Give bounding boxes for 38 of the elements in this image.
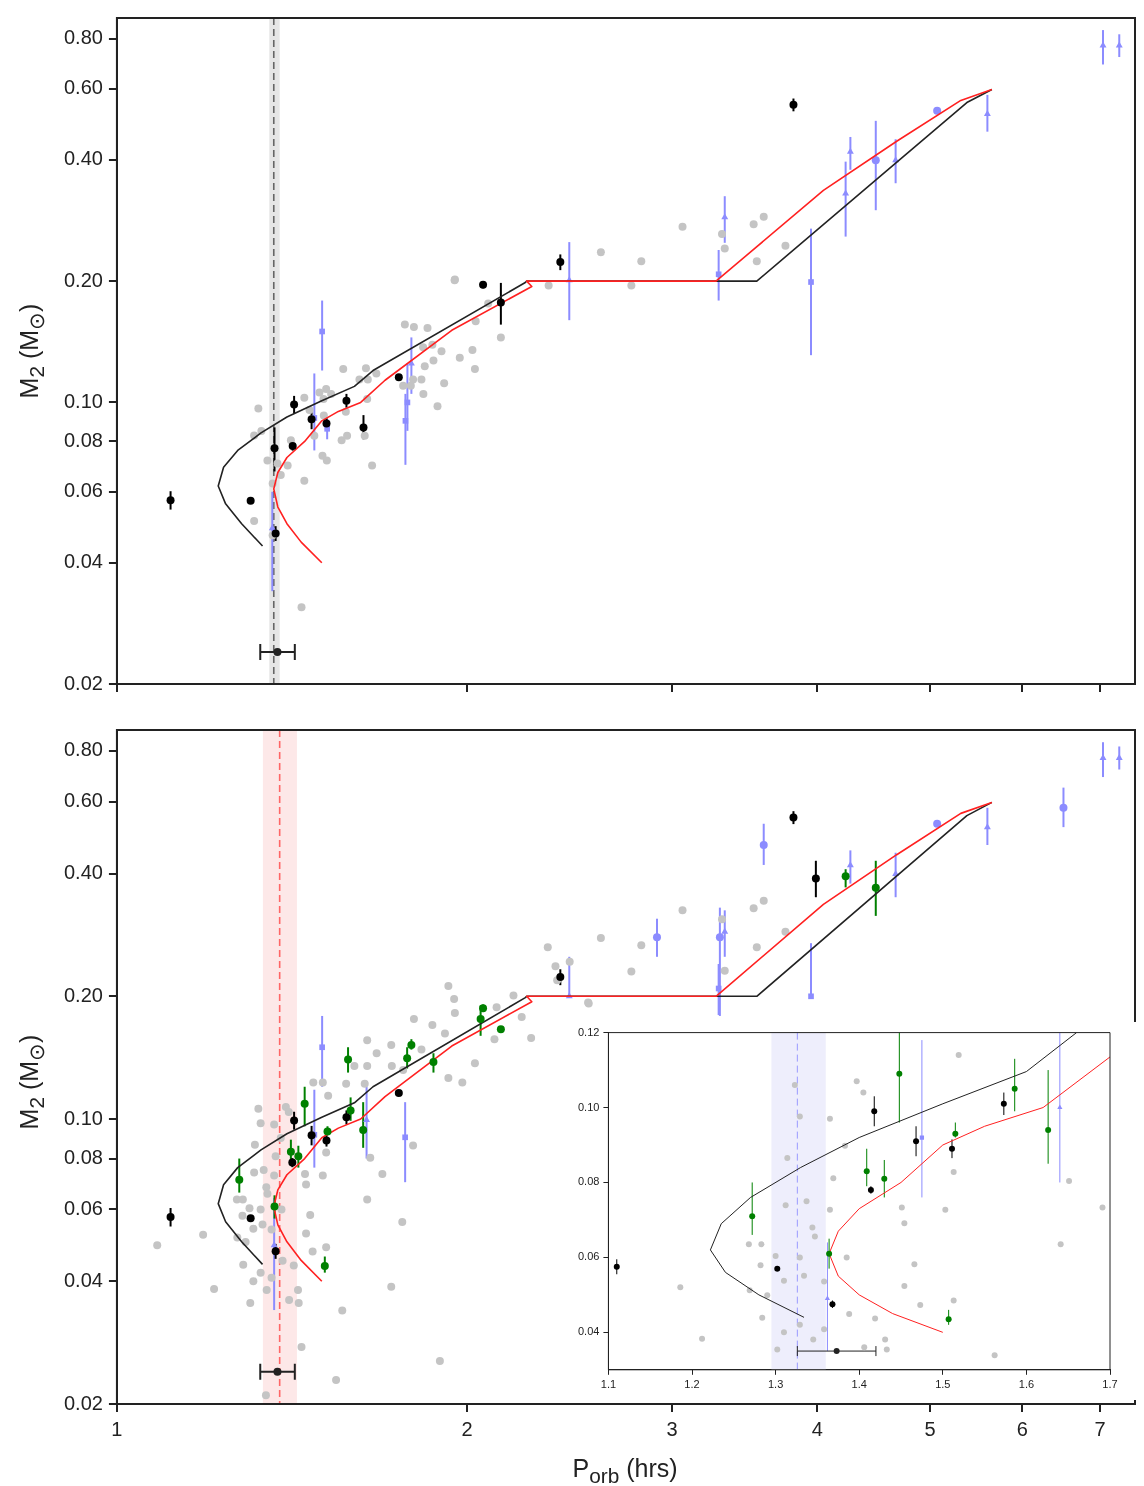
y-tick-label: 0.20 — [63, 268, 103, 291]
y-tick-label: 0.08 — [63, 428, 103, 451]
y-tick-label: 0.10 — [63, 1106, 103, 1129]
y-tick-label: 0.06 — [577, 1250, 600, 1263]
y-tick-label: 0.08 — [63, 1146, 103, 1169]
y-tick-label: 0.06 — [63, 479, 103, 502]
x-tick-label: 1 — [111, 1417, 123, 1440]
y-tick-label: 0.40 — [63, 861, 103, 884]
x-tick-label: 1.2 — [684, 1378, 700, 1391]
y-tick-label: 0.12 — [577, 1025, 600, 1038]
y-tick-label: 0.10 — [63, 389, 103, 412]
y-tick-label: 0.04 — [63, 1268, 103, 1291]
y-tick-label: 0.04 — [63, 550, 103, 573]
x-tick-label: 7 — [1094, 1417, 1106, 1440]
y-tick-label: 0.08 — [577, 1175, 600, 1188]
x-tick-label: 1.4 — [851, 1378, 867, 1391]
x-tick-label: 2 — [461, 1417, 473, 1440]
y-tick-label: 0.60 — [63, 789, 103, 812]
y-tick-label: 0.04 — [577, 1325, 600, 1338]
x-tick-label: 3 — [666, 1417, 678, 1440]
x-tick-label: 1.1 — [600, 1378, 617, 1391]
y-tick-label: 0.80 — [63, 738, 103, 761]
x-tick-label: 1.5 — [935, 1378, 951, 1391]
y-tick-label: 0.06 — [63, 1197, 103, 1219]
y-tick-label: 0.02 — [63, 671, 103, 694]
y-tick-label: 0.20 — [63, 983, 103, 1006]
x-tick-label: 1.3 — [767, 1378, 784, 1391]
x-tick-label: 1.6 — [1018, 1378, 1035, 1391]
x-tick-label: 6 — [1016, 1417, 1028, 1440]
y-tick-label: 0.80 — [63, 26, 103, 49]
y-tick-label: 0.10 — [577, 1100, 600, 1113]
x-tick-label: 4 — [811, 1417, 823, 1440]
x-tick-label: 5 — [924, 1417, 936, 1440]
y-tick-label: 0.02 — [63, 1391, 103, 1414]
x-axis-title: P$_{orb}$ (hrs) — [572, 1454, 678, 1486]
x-tick-label: 1.7 — [1102, 1378, 1118, 1391]
y-tick-label: 0.40 — [63, 147, 103, 170]
y-tick-label: 0.60 — [63, 76, 103, 99]
